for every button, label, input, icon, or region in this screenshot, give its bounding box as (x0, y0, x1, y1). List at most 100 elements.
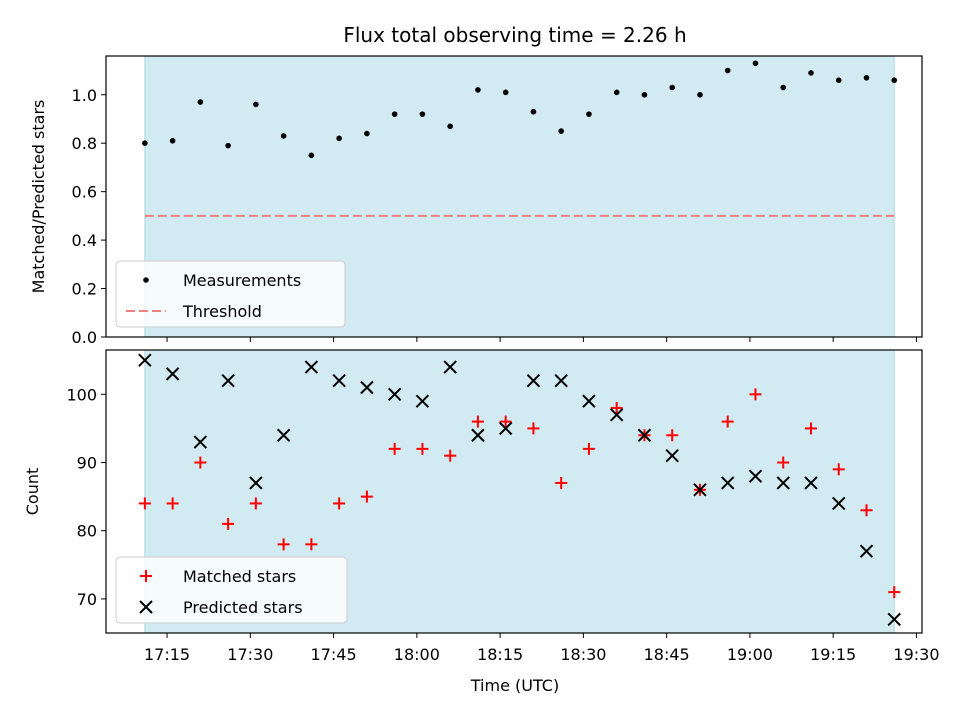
matched-stars-point-6 (305, 538, 318, 551)
predicted-stars-point-21-b (721, 476, 735, 490)
legend-predicted-stars-swatch-b (139, 600, 153, 614)
xtick-label-3: 18:00 (394, 645, 440, 664)
chart-title: Flux total observing time = 2.26 h (343, 23, 686, 47)
predicted-stars-point-2-b (193, 435, 208, 449)
measurements-point-26 (863, 75, 870, 81)
matched-stars-point-11 (444, 449, 457, 462)
count-y-axis-label: Count (23, 468, 42, 516)
ratio-axes-frame (105, 55, 923, 338)
matched-stars-point-3 (222, 517, 235, 530)
predicted-stars-point-17-b (609, 408, 624, 422)
measurements-point-25 (835, 77, 842, 84)
matched-stars-point-19 (666, 429, 679, 442)
predicted-stars-point-23 (776, 476, 790, 490)
measurements-point-12 (475, 87, 481, 93)
count-ytick-label-0: 70 (77, 590, 97, 609)
measurements-point-15 (558, 128, 564, 134)
legend-measurements-label: Measurements (183, 271, 301, 290)
predicted-stars-point-8 (360, 380, 374, 395)
matched-stars-point-0 (138, 497, 151, 510)
legend-predicted-stars-label: Predicted stars (183, 598, 303, 617)
predicted-stars-point-19-b (665, 448, 679, 463)
measurements-point-1 (169, 137, 176, 144)
measurements-point-22 (752, 60, 759, 67)
predicted-stars-point-13-b (498, 421, 513, 436)
predicted-stars-point-27-b (887, 612, 901, 627)
matched-stars-point-23 (777, 456, 790, 469)
predicted-stars-point-10-b (415, 394, 430, 408)
xtick-label-6: 18:45 (644, 645, 690, 664)
predicted-stars-point-11 (443, 360, 457, 374)
xtick-label-0: 17:15 (144, 645, 190, 664)
x-axis-label: Time (UTC) (470, 676, 559, 695)
measurements-point-13 (502, 89, 509, 96)
predicted-stars-point-13 (498, 421, 513, 436)
predicted-stars-point-12-b (471, 428, 485, 442)
measurements-point-11 (447, 123, 453, 130)
predicted-stars-point-3-b (221, 373, 235, 388)
ratio-ytick-label-3: 0.6 (72, 183, 97, 202)
matched-stars-point-15 (555, 476, 568, 489)
ratio-panel: 0.0 0.2 0.4 0.6 0.8 1.0 Matched/Predicted star… (29, 55, 923, 347)
ratio-ytick-label-2: 0.4 (72, 231, 97, 250)
measurements-point-8 (364, 130, 370, 137)
predicted-stars-point-8-b (360, 380, 374, 395)
predicted-stars-point-2 (193, 435, 208, 449)
matched-stars-point-22 (749, 388, 762, 401)
matched-stars-point-9 (388, 442, 401, 455)
predicted-stars-point-20-b (693, 483, 707, 497)
xtick-label-2: 17:45 (311, 645, 357, 664)
legend-measurements-swatch (143, 277, 149, 283)
predicted-stars-point-17 (609, 408, 624, 422)
predicted-stars-point-16 (582, 394, 596, 408)
xtick-label-4: 18:15 (477, 645, 523, 664)
predicted-stars-point-26-b (859, 544, 874, 558)
measurements-point-21 (724, 67, 731, 74)
ratio-ytick-label-0: 0.0 (72, 328, 97, 347)
count-ytick-label-2: 90 (77, 454, 97, 473)
count-axes-frame (105, 349, 923, 634)
predicted-stars-point-25-b (832, 496, 846, 511)
legend-matched-stars-swatch (140, 570, 152, 582)
ratio-legend (115, 260, 346, 328)
matched-stars-point-2 (194, 456, 207, 469)
predicted-stars-point-10 (415, 394, 430, 408)
measurements-point-16 (586, 111, 592, 117)
count-legend (115, 556, 348, 624)
predicted-stars-point-3 (221, 373, 235, 388)
predicted-stars-point-16-b (582, 394, 596, 408)
predicted-stars-point-20 (693, 483, 707, 497)
measurements-point-18 (641, 91, 648, 98)
matched-stars-point-17 (610, 401, 623, 414)
legend-predicted-stars-swatch (139, 600, 153, 614)
predicted-stars-point-18 (637, 428, 652, 442)
measurements-point-19 (669, 84, 676, 91)
matched-stars-point-25 (832, 463, 845, 476)
predicted-stars-point-18-b (637, 428, 652, 442)
predicted-stars-point-23-b (776, 476, 790, 490)
predicted-stars-point-7-b (332, 373, 346, 388)
measurements-point-20 (697, 91, 703, 98)
xtick-label-7: 19:00 (727, 645, 773, 664)
ratio-ytick-label-4: 0.8 (72, 134, 97, 153)
predicted-stars-point-0 (138, 353, 152, 367)
measurements-point-14 (530, 108, 537, 115)
measurements-point-2 (197, 99, 204, 105)
matched-stars-point-4 (249, 497, 262, 510)
measurements-point-3 (225, 142, 231, 149)
ratio-ytick-label-5: 1.0 (72, 86, 97, 105)
predicted-stars-point-25 (832, 496, 846, 511)
ratio-y-axis-label: Matched/Predicted stars (29, 100, 48, 294)
predicted-stars-point-24-b (804, 476, 818, 490)
predicted-stars-point-26 (859, 544, 874, 558)
measurements-point-6 (308, 152, 315, 159)
matched-stars-point-1 (166, 497, 179, 510)
predicted-stars-point-21 (721, 476, 735, 490)
measurements-point-27 (891, 77, 898, 84)
predicted-stars-point-15-b (554, 373, 568, 388)
predicted-stars-point-7 (332, 373, 346, 388)
ratio-ytick-label-1: 0.2 (72, 280, 97, 299)
predicted-stars-point-4 (249, 476, 263, 490)
predicted-stars-point-22-b (748, 469, 763, 483)
matched-stars-point-8 (360, 490, 373, 503)
